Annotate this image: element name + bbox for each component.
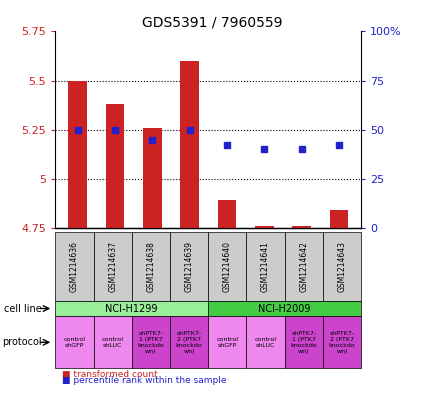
Bar (180, 61, 199, 228)
Text: GSM1214640: GSM1214640 (223, 241, 232, 292)
Text: shPTK7-
2 (PTK7
knockdo
wn): shPTK7- 2 (PTK7 knockdo wn) (329, 331, 355, 353)
Bar (106, 104, 124, 228)
Text: GDS5391 / 7960559: GDS5391 / 7960559 (142, 16, 283, 30)
Text: control
shLUC: control shLUC (102, 337, 124, 348)
Text: GSM1214639: GSM1214639 (184, 241, 194, 292)
Text: GSM1214642: GSM1214642 (299, 241, 309, 292)
Bar (68, 81, 87, 228)
Text: cell line: cell line (4, 303, 42, 314)
Bar (292, 226, 311, 228)
Text: NCI-H2009: NCI-H2009 (258, 303, 311, 314)
Text: shPTK7-
1 (PTK7
knockdo
wn): shPTK7- 1 (PTK7 knockdo wn) (138, 331, 164, 353)
Text: shPTK7-
2 (PTK7
knockdo
wn): shPTK7- 2 (PTK7 knockdo wn) (176, 331, 202, 353)
Text: control
shLUC: control shLUC (255, 337, 277, 348)
Text: GSM1214637: GSM1214637 (108, 241, 117, 292)
Text: GSM1214643: GSM1214643 (337, 241, 347, 292)
Text: NCI-H1299: NCI-H1299 (105, 303, 158, 314)
Bar (143, 128, 162, 228)
Text: control
shGFP: control shGFP (63, 337, 85, 348)
Bar (255, 226, 274, 228)
Text: protocol: protocol (2, 337, 42, 347)
Text: GSM1214638: GSM1214638 (146, 241, 156, 292)
Text: GSM1214636: GSM1214636 (70, 241, 79, 292)
Bar (218, 200, 236, 228)
Bar (329, 210, 348, 228)
Text: GSM1214641: GSM1214641 (261, 241, 270, 292)
Text: control
shGFP: control shGFP (216, 337, 238, 348)
Text: shPTK7-
1 (PTK7
knockdo
wn): shPTK7- 1 (PTK7 knockdo wn) (291, 331, 317, 353)
Text: ■ transformed count: ■ transformed count (62, 370, 157, 378)
Text: ■ percentile rank within the sample: ■ percentile rank within the sample (62, 376, 226, 385)
